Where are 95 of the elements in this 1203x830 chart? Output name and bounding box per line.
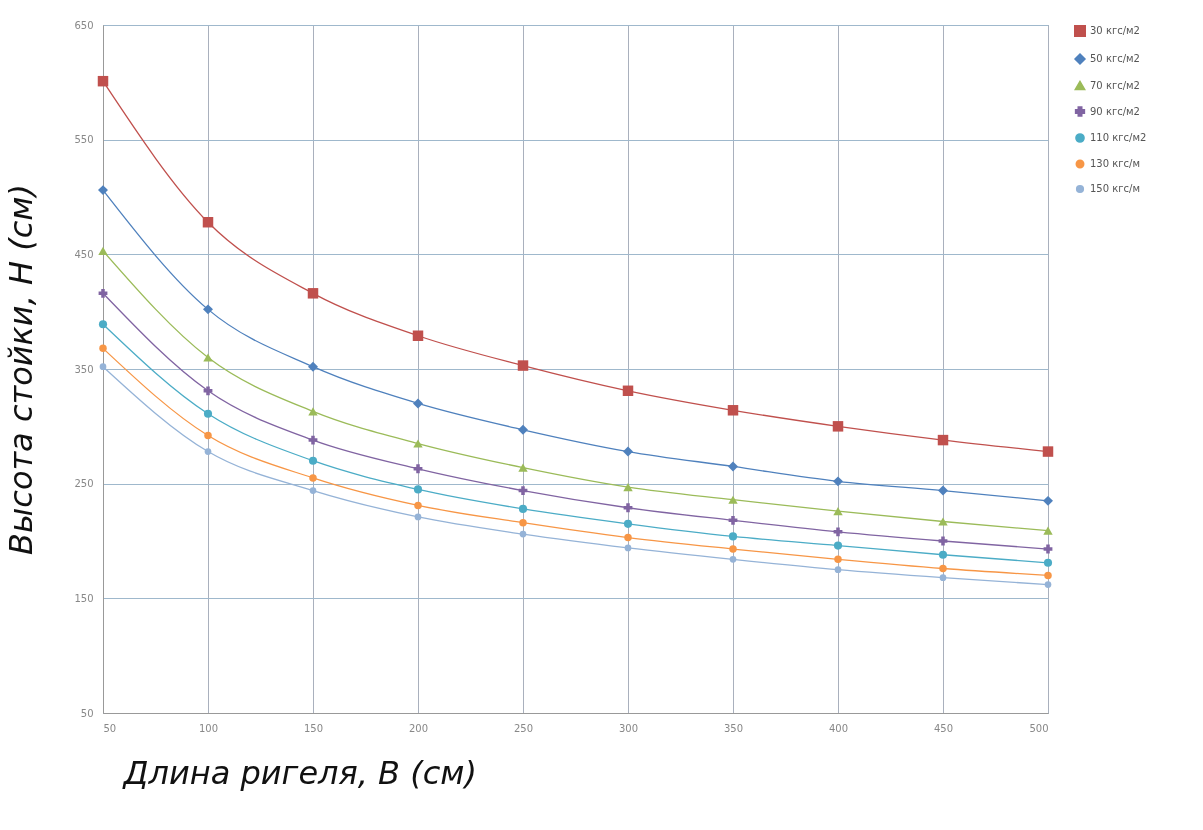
point bbox=[833, 541, 843, 550]
point bbox=[937, 434, 949, 446]
point bbox=[939, 574, 947, 582]
point bbox=[1043, 544, 1053, 554]
point bbox=[202, 216, 214, 228]
point bbox=[622, 385, 634, 397]
point bbox=[832, 421, 844, 432]
point bbox=[518, 504, 528, 513]
point bbox=[624, 533, 632, 542]
legend-label: 150 кгс/м bbox=[1090, 183, 1140, 194]
point bbox=[727, 405, 739, 416]
y-tick-label: 550 bbox=[74, 134, 94, 146]
point bbox=[98, 185, 108, 196]
point bbox=[833, 507, 843, 516]
point bbox=[204, 431, 212, 440]
point bbox=[1044, 581, 1052, 588]
x-tick-label: 350 bbox=[723, 722, 744, 734]
point bbox=[308, 361, 318, 372]
point bbox=[98, 246, 108, 255]
point bbox=[412, 330, 424, 341]
x-axis-title: Длина ригеля, B (см) bbox=[121, 753, 477, 792]
point bbox=[623, 483, 633, 492]
point bbox=[414, 501, 422, 510]
point bbox=[1044, 571, 1052, 580]
x-tick-label: 150 bbox=[303, 722, 324, 734]
point bbox=[624, 544, 632, 552]
x-tick-label: 100 bbox=[198, 722, 219, 734]
point bbox=[939, 564, 947, 573]
point bbox=[728, 461, 738, 472]
point bbox=[204, 448, 212, 455]
point bbox=[728, 495, 738, 504]
point bbox=[99, 344, 107, 353]
point bbox=[203, 409, 213, 418]
point bbox=[518, 486, 528, 495]
point bbox=[309, 487, 317, 494]
point bbox=[728, 515, 738, 525]
point bbox=[833, 527, 843, 537]
y-tick-label: 50 bbox=[80, 707, 94, 719]
point bbox=[203, 353, 213, 362]
legend-label: 50 кгс/м2 bbox=[1090, 53, 1140, 64]
point bbox=[938, 517, 948, 526]
point bbox=[414, 513, 422, 521]
point bbox=[1043, 558, 1053, 567]
point bbox=[623, 503, 633, 513]
y-tick-label: 350 bbox=[74, 363, 94, 375]
point bbox=[97, 75, 109, 87]
y-tick-label: 650 bbox=[74, 19, 94, 31]
point bbox=[938, 485, 948, 496]
point bbox=[518, 463, 528, 472]
point bbox=[728, 532, 738, 541]
legend-label: 70 кгс/м2 bbox=[1090, 79, 1140, 91]
point bbox=[623, 519, 633, 528]
point bbox=[307, 288, 319, 299]
point bbox=[938, 536, 948, 546]
point bbox=[309, 474, 317, 482]
point bbox=[98, 320, 108, 329]
point bbox=[519, 518, 527, 527]
point bbox=[203, 304, 213, 315]
y-tick-label: 150 bbox=[74, 592, 94, 604]
legend-label: 30 кгс/м2 bbox=[1090, 25, 1140, 36]
point bbox=[308, 456, 318, 465]
point bbox=[413, 485, 423, 494]
point bbox=[938, 550, 948, 559]
point bbox=[729, 556, 737, 563]
point bbox=[833, 476, 843, 487]
point bbox=[99, 363, 107, 371]
y-tick-label: 250 bbox=[74, 478, 94, 490]
x-tick-label: 500 bbox=[1029, 722, 1049, 734]
legend-label: 130 кгс/м bbox=[1090, 158, 1140, 169]
point bbox=[98, 288, 108, 298]
point bbox=[1043, 526, 1053, 535]
x-tick-label: 250 bbox=[513, 722, 534, 734]
point bbox=[623, 446, 633, 457]
point bbox=[413, 439, 423, 448]
point bbox=[308, 435, 318, 445]
legend-label: 110 кгс/м2 bbox=[1090, 132, 1147, 143]
x-tick-label: 450 bbox=[933, 722, 954, 734]
x-tick-label: 200 bbox=[408, 722, 429, 734]
point bbox=[517, 360, 529, 371]
y-tick-label: 450 bbox=[74, 248, 94, 260]
x-tick-label: 300 bbox=[618, 722, 639, 734]
point bbox=[203, 386, 213, 396]
x-tick-label: 400 bbox=[828, 722, 849, 734]
point bbox=[834, 555, 842, 564]
point bbox=[413, 398, 423, 409]
point bbox=[518, 424, 528, 435]
point bbox=[834, 566, 842, 574]
point bbox=[729, 545, 737, 553]
point bbox=[413, 464, 423, 474]
point bbox=[1042, 446, 1054, 457]
legend-label: 90 кгс/м2 bbox=[1090, 105, 1140, 117]
point bbox=[1043, 495, 1053, 506]
point bbox=[519, 530, 527, 538]
x-tick-label: 50 bbox=[103, 722, 117, 734]
y-axis-title: Высота стойки, H (см) bbox=[2, 184, 41, 555]
